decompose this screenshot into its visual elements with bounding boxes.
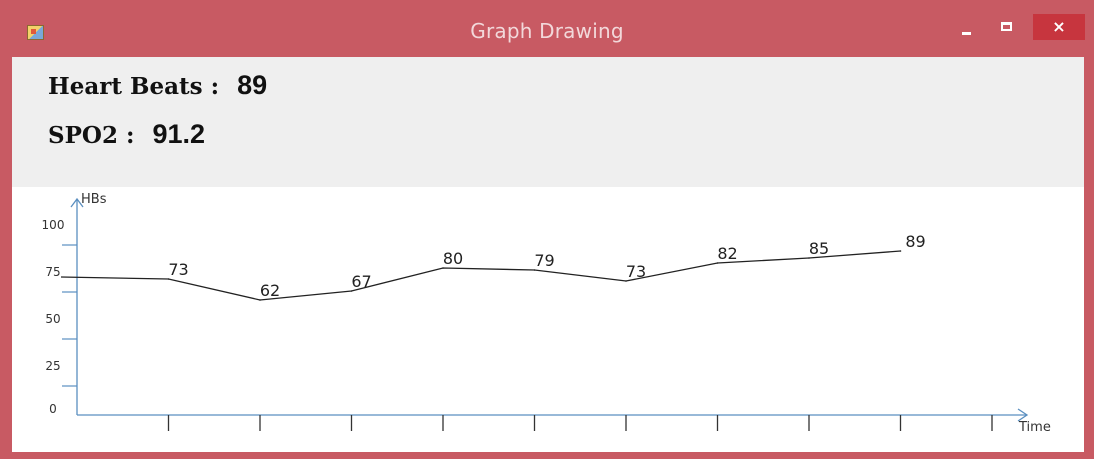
app-icon[interactable] <box>27 25 44 40</box>
window-bottom-border <box>0 452 1094 459</box>
data-point <box>716 262 719 264</box>
y-axis-arrow <box>70 197 84 208</box>
data-point <box>259 299 261 301</box>
x-axis-label: Time <box>1018 420 1051 435</box>
y-tick-label: 50 <box>45 312 60 326</box>
data-label: 80 <box>443 249 463 268</box>
data-point <box>899 250 902 252</box>
data-label: 89 <box>905 232 925 251</box>
spo2-value: 91.2 <box>152 119 206 149</box>
close-icon: × <box>1052 17 1066 36</box>
data-label: 67 <box>351 272 371 291</box>
data-point <box>625 280 627 282</box>
x-axis-arrow <box>1017 408 1029 422</box>
title-bar[interactable]: Graph Drawing × <box>0 0 1094 56</box>
series-line <box>60 250 901 301</box>
readings-panel: Heart Beats : 89 SPO2 : 91.2 <box>12 57 1084 187</box>
data-point <box>350 290 353 292</box>
spo2-label: SPO2 : <box>48 122 135 149</box>
y-tick-label: 75 <box>45 265 60 279</box>
y-axis-label: HBs <box>81 192 107 207</box>
data-label: 79 <box>534 251 554 270</box>
data-label: 62 <box>260 281 280 300</box>
data-point <box>533 269 536 271</box>
graph-panel: HBs Time 0 25 50 75 100 73 62 67 80 79 73 82 85 89 <box>12 187 1084 452</box>
maximize-button[interactable] <box>993 17 1021 41</box>
minimize-button[interactable] <box>953 17 979 41</box>
data-label: 73 <box>168 260 188 279</box>
y-tick-label: 100 <box>42 218 65 232</box>
heart-beats-label: Heart Beats : <box>48 73 220 100</box>
close-button[interactable]: × <box>1033 14 1085 40</box>
data-label: 85 <box>809 239 829 258</box>
data-point <box>442 267 444 269</box>
data-point <box>167 278 170 280</box>
data-point <box>808 257 810 259</box>
window-title: Graph Drawing <box>470 19 624 43</box>
data-label: 73 <box>626 262 646 281</box>
heart-beats-row: Heart Beats : 89 <box>48 70 267 101</box>
heart-beats-value: 89 <box>237 70 268 100</box>
heart-beat-chart: HBs Time 0 25 50 75 100 73 62 67 80 79 73 82 85 89 <box>42 192 1051 435</box>
y-tick-label: 25 <box>45 359 60 373</box>
spo2-row: SPO2 : 91.2 <box>48 119 205 150</box>
y-tick-label: 0 <box>49 402 57 416</box>
data-label: 82 <box>717 244 737 263</box>
